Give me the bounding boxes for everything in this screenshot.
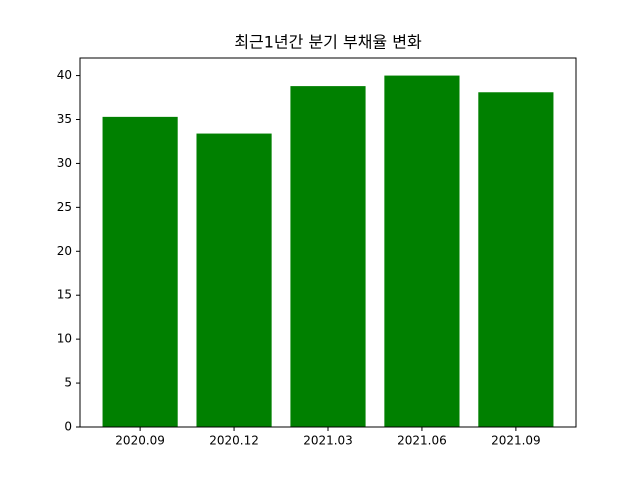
bar (196, 133, 272, 428)
x-tick-label: 2020.09 (115, 434, 165, 448)
y-tick-label: 15 (57, 288, 72, 302)
x-tick-label: 2021.06 (397, 434, 447, 448)
x-tick-label: 2020.12 (209, 434, 259, 448)
y-tick-label: 10 (57, 332, 72, 346)
y-tick-label: 30 (57, 156, 72, 170)
y-tick-label: 5 (64, 376, 72, 390)
bar (290, 86, 366, 427)
y-tick-label: 40 (57, 68, 72, 82)
plot-frame (79, 57, 577, 428)
x-tick-label: 2021.03 (303, 434, 353, 448)
chart-title: 최근1년간 분기 부채율 변화 (234, 33, 422, 52)
y-tick-label: 0 (64, 420, 72, 434)
y-tick-label: 25 (57, 200, 72, 214)
bar (102, 116, 178, 427)
x-tick-label: 2021.09 (491, 434, 541, 448)
bar (478, 92, 554, 427)
y-tick-label: 20 (57, 244, 72, 258)
y-tick-label: 35 (57, 112, 72, 126)
bar (384, 75, 460, 428)
